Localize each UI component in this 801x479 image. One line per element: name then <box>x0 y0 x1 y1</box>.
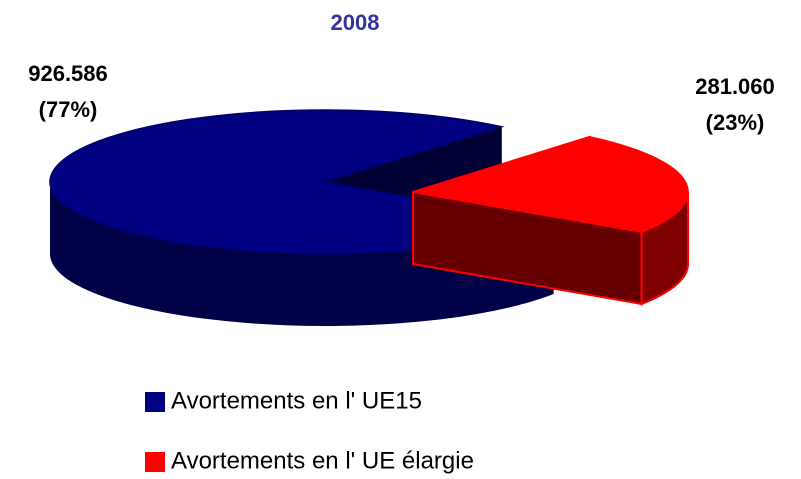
percentage-label: (77%) <box>39 97 98 122</box>
legend-label: Avortements en l' UE15 <box>171 387 422 414</box>
data-label: 926.586 <box>28 61 108 86</box>
legend-swatch <box>145 452 165 472</box>
percentage-label: (23%) <box>706 110 765 135</box>
legend-label: Avortements en l' UE élargie <box>171 447 474 474</box>
legend-swatch <box>145 392 165 412</box>
data-label: 281.060 <box>695 74 775 99</box>
slice-top <box>412 136 689 233</box>
chart-title: 2008 <box>331 10 380 35</box>
